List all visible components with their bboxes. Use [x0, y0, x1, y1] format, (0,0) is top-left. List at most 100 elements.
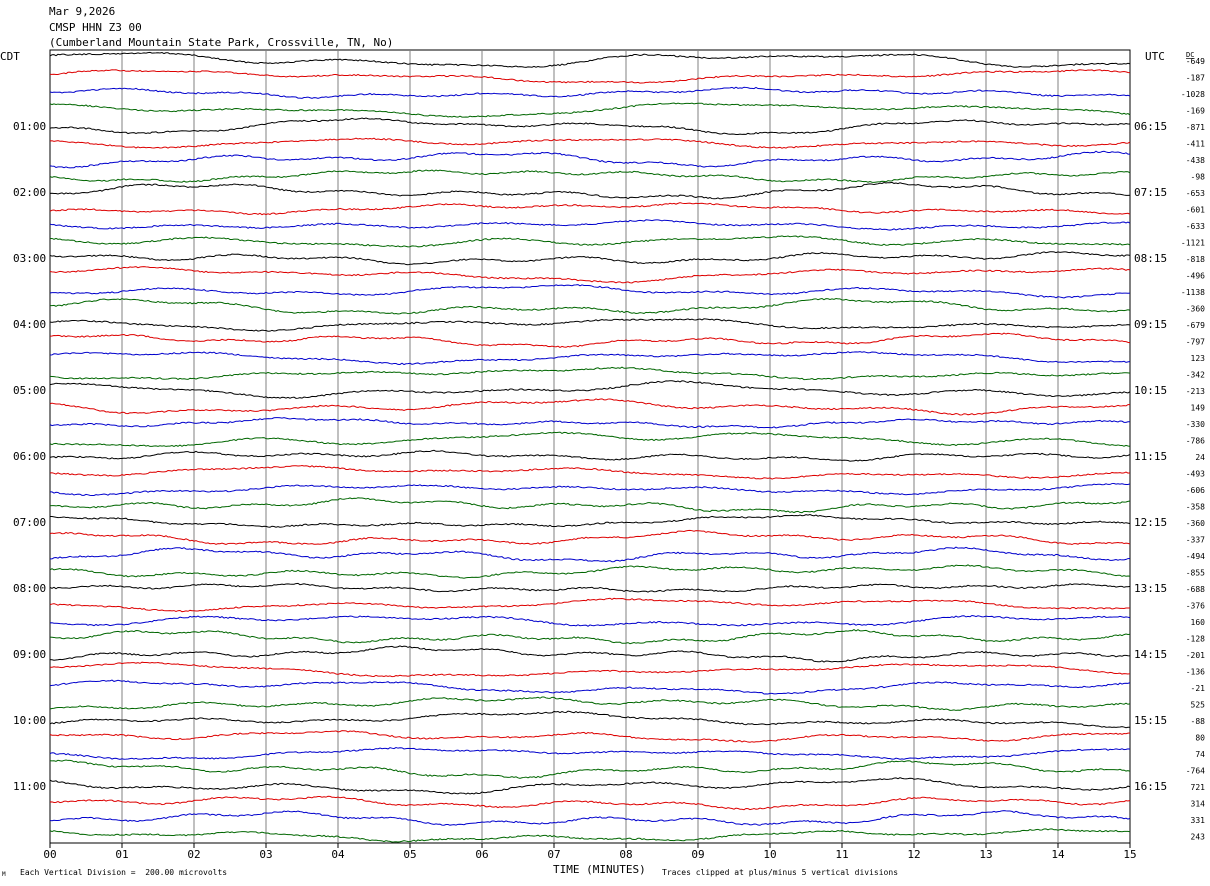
left-hour-label: 05:00: [13, 384, 46, 397]
dc-offset-label: -330: [1186, 420, 1205, 429]
dc-offset-label: -1138: [1181, 288, 1205, 297]
dc-offset-label: 243: [1191, 833, 1206, 842]
seismic-trace: [49, 219, 1131, 231]
dc-offset-label: -797: [1186, 338, 1205, 347]
left-hour-label: 07:00: [13, 516, 46, 529]
dc-offset-label: -633: [1186, 222, 1205, 231]
seismic-trace: [49, 449, 1131, 462]
seismic-trace: [49, 730, 1131, 743]
dc-offset-label: 525: [1191, 701, 1206, 710]
seismic-trace: [49, 746, 1131, 760]
left-hour-label: 06:00: [13, 450, 46, 463]
x-tick-label: 10: [763, 848, 776, 861]
right-hour-label: 07:15: [1134, 186, 1167, 199]
seismic-trace: [49, 828, 1131, 843]
dc-offset-label: -21: [1191, 684, 1206, 693]
dc-offset-label: -376: [1186, 602, 1205, 611]
right-hour-label: 11:15: [1134, 450, 1167, 463]
seismic-trace: [49, 86, 1131, 99]
dc-offset-label: -169: [1186, 107, 1205, 116]
left-hour-label: 02:00: [13, 186, 46, 199]
x-tick-label: 00: [43, 848, 56, 861]
seismic-trace: [49, 777, 1131, 795]
x-tick-label: 05: [403, 848, 416, 861]
x-tick-label: 13: [979, 848, 992, 861]
left-hour-label: 11:00: [13, 780, 46, 793]
right-hour-label: 16:15: [1134, 780, 1167, 793]
dc-offset-label: -360: [1186, 305, 1205, 314]
dc-offset-label: 80: [1195, 734, 1205, 743]
seismic-trace: [49, 137, 1131, 149]
seismic-trace: [49, 597, 1131, 613]
seismic-trace: [49, 795, 1131, 811]
right-hour-label: 13:15: [1134, 582, 1167, 595]
header-location: (Cumberland Mountain State Park, Crossvi…: [49, 36, 394, 49]
dc-offset-label: -786: [1186, 437, 1205, 446]
left-hour-label: 01:00: [13, 120, 46, 133]
footer-mark: M: [2, 871, 6, 878]
dc-offset-label: -493: [1186, 470, 1205, 479]
dc-offset-label: 331: [1191, 816, 1206, 825]
right-hour-label: 09:15: [1134, 318, 1167, 331]
dc-offset-label: -496: [1186, 272, 1205, 281]
x-tick-label: 07: [547, 848, 560, 861]
seismic-trace: [49, 51, 1131, 68]
seismic-trace: [49, 150, 1131, 169]
dc-offset-label: -88: [1191, 717, 1206, 726]
dc-offset-label: -128: [1186, 635, 1205, 644]
seismic-trace: [49, 297, 1131, 315]
dc-offset-label: -187: [1186, 74, 1205, 83]
dc-header-label: DC: [1186, 51, 1194, 59]
seismic-trace: [49, 380, 1131, 399]
seismic-trace: [49, 202, 1131, 216]
dc-offset-label: -653: [1186, 189, 1205, 198]
dc-offset-label: -494: [1186, 552, 1205, 561]
seismic-trace: [49, 810, 1131, 826]
seismic-trace: [49, 284, 1131, 299]
seismic-trace: [49, 696, 1131, 711]
seismic-trace: [49, 398, 1131, 416]
dc-offset-label: 314: [1191, 800, 1206, 809]
dc-offset-label: -688: [1186, 585, 1205, 594]
dc-offset-label: -136: [1186, 668, 1205, 677]
seismic-trace: [50, 546, 1131, 563]
x-tick-label: 12: [907, 848, 920, 861]
seismic-trace: [49, 759, 1131, 779]
x-tick-label: 04: [331, 848, 345, 861]
x-tick-label: 14: [1051, 848, 1065, 861]
seismic-trace: [49, 351, 1131, 366]
seismic-trace: [49, 629, 1131, 645]
dc-offset-label: -679: [1186, 321, 1205, 330]
dc-offset-label: -818: [1186, 255, 1205, 264]
seismic-trace: [49, 497, 1131, 514]
seismic-trace: [49, 645, 1131, 663]
footer-scale-note: Each Vertical Division = 200.00 microvol…: [20, 868, 228, 877]
x-tick-label: 09: [691, 848, 704, 861]
seismic-trace: [49, 266, 1131, 284]
seismic-trace: [49, 564, 1131, 579]
dc-offset-label: 149: [1191, 404, 1206, 413]
dc-offset-label: -342: [1186, 371, 1205, 380]
dc-offset-label: -606: [1186, 486, 1205, 495]
dc-offset-label: -855: [1186, 569, 1205, 578]
x-tick-label: 08: [619, 848, 632, 861]
right-hour-label: 10:15: [1134, 384, 1167, 397]
right-hour-label: 08:15: [1134, 252, 1167, 265]
header-date: Mar 9,2026: [49, 5, 116, 18]
seismic-trace: [49, 235, 1131, 248]
header-station: CMSP HHN Z3 00: [49, 21, 142, 34]
dc-offset-label: 24: [1195, 453, 1205, 462]
seismic-trace: [49, 366, 1131, 381]
plot-frame: [49, 49, 1131, 844]
seismic-trace: [49, 332, 1131, 348]
seismic-trace: [49, 679, 1131, 695]
seismic-trace: [49, 529, 1131, 546]
dc-offset-label: -1121: [1181, 239, 1205, 248]
dc-offset-label: 123: [1191, 354, 1206, 363]
seismic-trace: [49, 318, 1131, 332]
dc-offset-label: 74: [1195, 750, 1205, 759]
dc-offset-label: -1028: [1181, 90, 1205, 99]
seismic-trace: [49, 169, 1131, 183]
seismic-trace: [49, 117, 1131, 136]
